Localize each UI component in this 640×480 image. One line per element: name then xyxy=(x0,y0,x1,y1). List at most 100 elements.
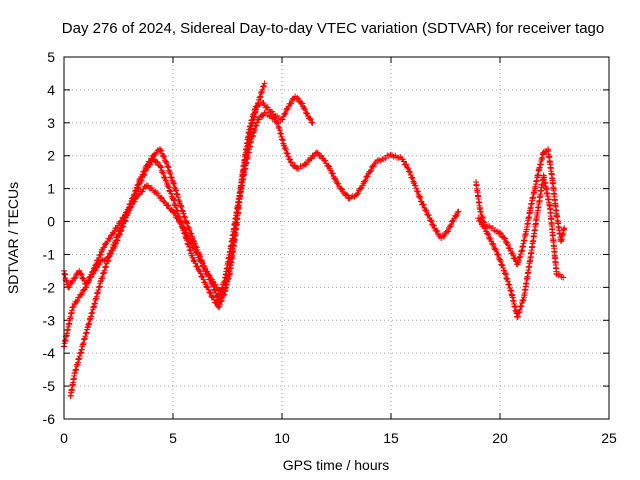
data-point-interp xyxy=(283,106,290,113)
data-point-interp xyxy=(484,230,491,237)
data-point xyxy=(130,192,137,199)
data-point-interp xyxy=(284,105,291,112)
data-point-interp xyxy=(302,106,309,113)
data-point-interp xyxy=(83,283,90,290)
data-point-interp xyxy=(452,213,459,220)
data-point-interp xyxy=(192,260,199,267)
data-point-interp xyxy=(139,188,146,195)
data-point-interp xyxy=(105,257,112,264)
data-point-interp xyxy=(170,180,177,187)
data-point-interp xyxy=(187,230,194,237)
y-tick-label: 3 xyxy=(47,115,55,131)
data-point-interp xyxy=(293,164,300,171)
data-point-interp xyxy=(66,284,73,291)
data-point-interp xyxy=(158,164,165,171)
data-point-interp xyxy=(74,297,81,304)
data-point-interp xyxy=(279,116,286,123)
data-point-interp xyxy=(72,274,79,281)
data-point-interp xyxy=(160,170,167,177)
data-point xyxy=(161,198,168,205)
x-axis-label: GPS time / hours xyxy=(283,457,390,473)
data-point-interp xyxy=(190,257,197,264)
y-tick-label: -6 xyxy=(43,411,56,427)
data-point-interp xyxy=(327,167,334,174)
data-point-interp xyxy=(502,235,509,242)
data-point-interp xyxy=(282,146,289,153)
data-point-interp xyxy=(152,151,159,158)
data-point xyxy=(307,156,314,163)
data-point-interp xyxy=(343,191,350,198)
data-point xyxy=(313,149,320,156)
data-point-interp xyxy=(174,191,181,198)
data-point xyxy=(143,182,150,189)
data-point xyxy=(326,165,333,172)
data-point-interp xyxy=(295,95,302,102)
data-point-interp xyxy=(173,204,180,211)
data-point-interp xyxy=(95,254,102,261)
data-point-interp xyxy=(257,94,264,101)
y-tick-label: 1 xyxy=(47,181,55,197)
data-point-interp xyxy=(78,292,85,299)
data-point-interp xyxy=(201,263,208,270)
y-tick-label: -4 xyxy=(43,345,56,361)
data-point xyxy=(560,274,567,281)
data-point-interp xyxy=(212,290,219,297)
data-point-interp xyxy=(117,227,124,234)
data-point-interp xyxy=(403,161,410,168)
data-point-interp xyxy=(441,232,448,239)
data-point-interp xyxy=(489,240,496,247)
data-point-interp xyxy=(425,212,432,219)
data-point-interp xyxy=(197,256,204,263)
data-point-interp xyxy=(445,228,452,235)
data-point-interp xyxy=(363,173,370,180)
grid-layer xyxy=(64,57,609,419)
data-point xyxy=(143,162,150,169)
x-tick-label: 20 xyxy=(492,430,508,446)
data-point-interp xyxy=(211,286,218,293)
data-point xyxy=(514,313,521,320)
data-point-interp xyxy=(497,229,503,236)
data-point-interp xyxy=(112,237,119,244)
data-point-interp xyxy=(506,281,513,288)
data-point-interp xyxy=(504,241,511,248)
data-point-interp xyxy=(179,207,186,214)
data-point-interp xyxy=(491,244,498,251)
data-point-interp xyxy=(120,217,127,224)
data-point-interp xyxy=(412,182,419,189)
data-point-interp xyxy=(453,212,460,219)
data-point-interp xyxy=(93,261,100,268)
data-point-interp xyxy=(160,152,167,159)
data-point-interp xyxy=(514,313,521,320)
data-point-interp xyxy=(153,158,160,165)
data-point-interp xyxy=(101,267,108,274)
data-point-interp xyxy=(157,163,164,170)
data-point-interp xyxy=(154,159,161,166)
data-point-interp xyxy=(107,235,114,242)
data-point xyxy=(117,225,124,232)
data-point-interp xyxy=(105,254,112,261)
data-point-interp xyxy=(368,167,375,174)
data-point-interp xyxy=(178,202,185,209)
data-point-interp xyxy=(203,270,210,277)
data-point-interp xyxy=(78,271,85,278)
data-point-interp xyxy=(118,221,125,228)
data-point-interp xyxy=(259,112,266,119)
x-tick-label: 15 xyxy=(383,430,399,446)
data-point-interp xyxy=(184,220,191,227)
data-point-interp xyxy=(285,153,292,160)
data-point-interp xyxy=(86,274,93,281)
data-point-interp xyxy=(497,258,504,265)
data-point-interp xyxy=(205,286,212,293)
data-point-interp xyxy=(134,182,141,189)
data-point-interp xyxy=(414,188,421,195)
data-point-interp xyxy=(287,100,294,107)
data-point-interp xyxy=(518,303,525,310)
data-point-interp xyxy=(199,260,206,267)
data-point-interp xyxy=(255,99,262,106)
data-point-interp xyxy=(286,156,293,163)
data-point xyxy=(104,258,111,265)
data-point-interp xyxy=(168,190,175,197)
data-point-interp xyxy=(485,231,492,238)
data-point-interp xyxy=(171,197,178,204)
data-point-interp xyxy=(502,238,509,245)
